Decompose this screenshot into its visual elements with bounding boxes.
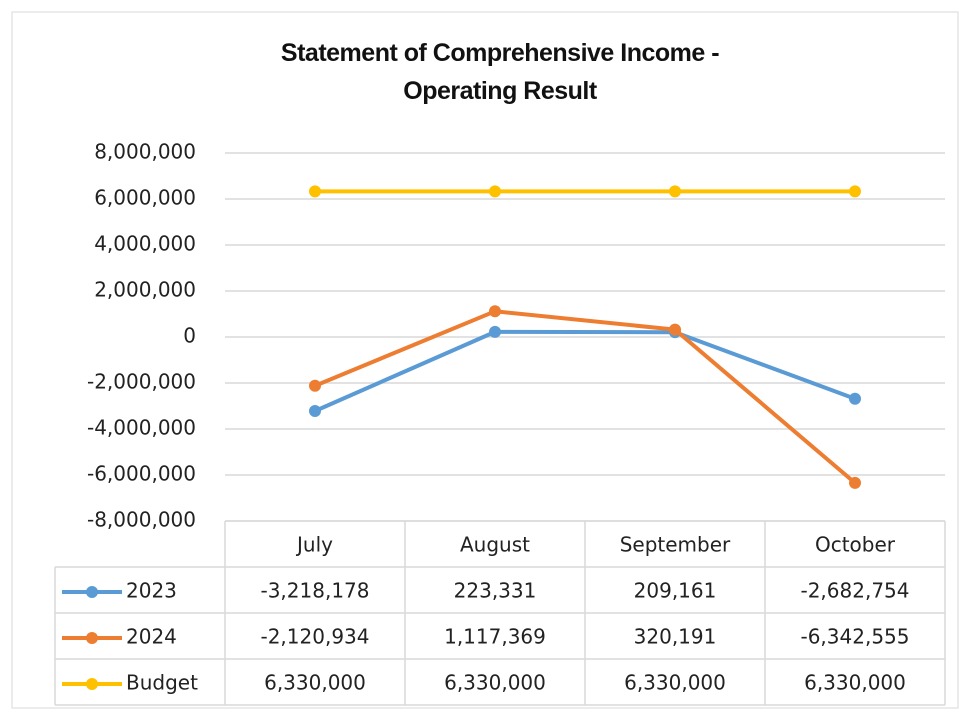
- y-tick-label: 6,000,000: [94, 186, 196, 210]
- point: [849, 476, 861, 489]
- table-cell: 6,330,000: [264, 671, 366, 695]
- point: [309, 185, 321, 198]
- y-tick-label: 4,000,000: [94, 232, 196, 256]
- x-tick-label: July: [295, 533, 333, 557]
- y-tick-label: -6,000,000: [87, 462, 196, 486]
- point: [489, 325, 501, 338]
- point: [849, 392, 861, 405]
- table-cell: -2,682,754: [800, 579, 909, 603]
- legend-marker: [86, 632, 98, 644]
- table-cell: 6,330,000: [444, 671, 546, 695]
- y-tick-label: 2,000,000: [94, 278, 196, 302]
- legend-marker: [86, 678, 98, 690]
- point: [309, 405, 321, 418]
- chart-title: Statement of Comprehensive Income - Oper…: [280, 39, 720, 105]
- table-cell: -3,218,178: [260, 579, 369, 603]
- legend-label: 2023: [126, 579, 177, 603]
- x-tick-label: August: [460, 533, 530, 557]
- point: [309, 379, 321, 392]
- x-tick-label: October: [815, 533, 896, 557]
- series-line: [314, 309, 857, 485]
- y-tick-label: 0: [183, 324, 196, 348]
- point: [669, 323, 681, 336]
- legend-label: 2024: [126, 625, 177, 649]
- legend-marker: [86, 586, 98, 598]
- y-tick-label: -4,000,000: [87, 416, 196, 440]
- table-cell: -6,342,555: [800, 625, 909, 649]
- table-cell: 209,161: [634, 579, 717, 603]
- point: [489, 305, 501, 318]
- table-cell: 320,191: [634, 625, 717, 649]
- series-line: [314, 329, 856, 413]
- table-cell: -2,120,934: [260, 625, 369, 649]
- y-tick-label: -8,000,000: [87, 508, 196, 532]
- point: [849, 185, 861, 198]
- point: [489, 185, 501, 198]
- legend-label: Budget: [126, 671, 198, 695]
- table-cell: 6,330,000: [624, 671, 726, 695]
- y-tick-label: 8,000,000: [94, 140, 196, 164]
- table-cell: 6,330,000: [804, 671, 906, 695]
- x-tick-label: September: [620, 533, 731, 557]
- table-cell: 223,331: [454, 579, 537, 603]
- chart-border: [11, 11, 959, 709]
- y-tick-label: -2,000,000: [87, 370, 196, 394]
- point: [669, 185, 681, 198]
- table-cell: 1,117,369: [444, 625, 546, 649]
